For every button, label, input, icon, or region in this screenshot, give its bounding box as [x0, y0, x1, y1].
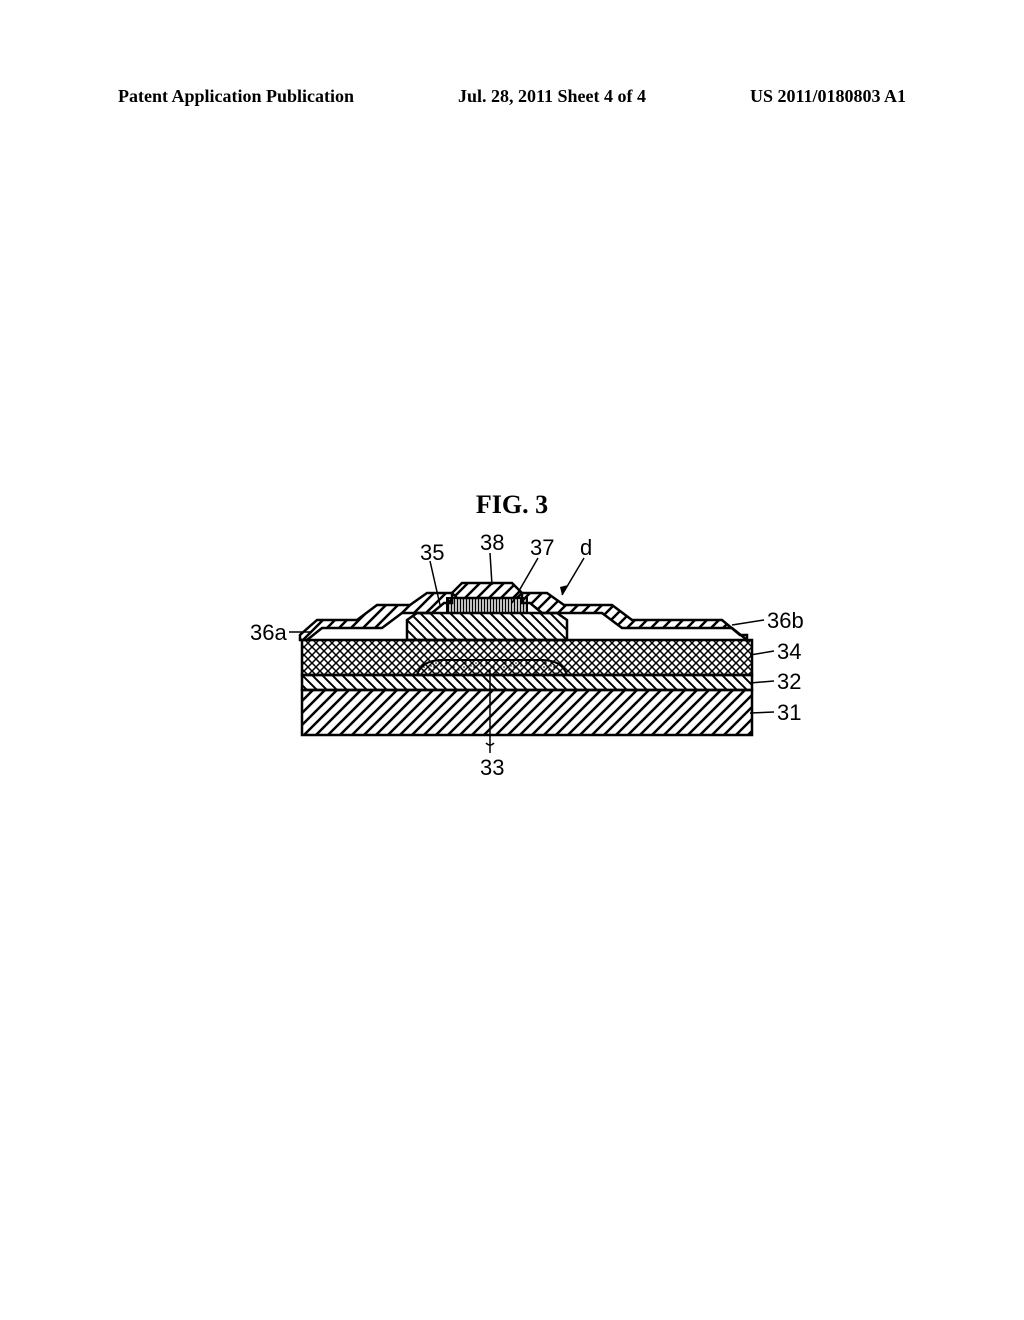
header-left: Patent Application Publication: [118, 86, 354, 107]
callout-37: 37: [530, 535, 554, 561]
callout-31: 31: [777, 700, 801, 726]
callout-d: d: [580, 535, 592, 561]
page-header: Patent Application Publication Jul. 28, …: [0, 86, 1024, 107]
callout-36b: 36b: [767, 608, 804, 634]
callout-34: 34: [777, 639, 801, 665]
header-right: US 2011/0180803 A1: [750, 86, 906, 107]
callout-35: 35: [420, 540, 444, 566]
header-center: Jul. 28, 2011 Sheet 4 of 4: [458, 86, 646, 107]
callout-38: 38: [480, 530, 504, 556]
figure-label: FIG. 3: [476, 490, 548, 520]
figure-container: 35 38 37 d 36a 36b 34 32 31 33: [192, 535, 832, 795]
callout-33: 33: [480, 755, 504, 781]
cross-section-diagram: [192, 535, 832, 795]
callout-32: 32: [777, 669, 801, 695]
callout-36a: 36a: [250, 620, 287, 646]
